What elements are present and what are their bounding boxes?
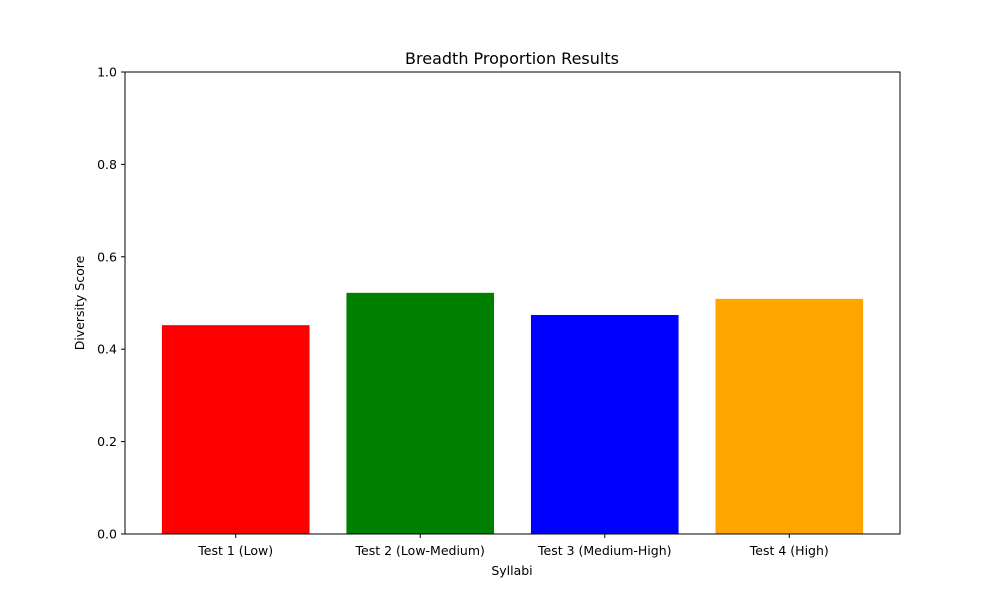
x-axis-label: Syllabi (491, 563, 532, 578)
bar-2 (346, 292, 495, 534)
chart-title: Breadth Proportion Results (405, 49, 619, 68)
bars-layer (161, 292, 864, 534)
y-tick-label: 0.2 (97, 434, 117, 449)
bar-3 (530, 315, 679, 534)
y-axis: 0.0 0.2 0.4 0.6 0.8 1.0 (97, 65, 125, 542)
x-tick-label: Test 1 (Low) (197, 543, 273, 558)
x-axis: Test 1 (Low) Test 2 (Low-Medium) Test 3 (M… (197, 534, 829, 558)
y-tick-label: 0.6 (97, 249, 117, 264)
x-tick-label: Test 2 (Low-Medium) (355, 543, 485, 558)
plot-frame (124, 71, 901, 535)
y-tick-label: 1.0 (97, 65, 117, 80)
bar-1 (161, 325, 310, 534)
bar-4 (715, 298, 864, 534)
x-tick-label: Test 3 (Medium-High) (537, 543, 672, 558)
y-tick-label: 0.8 (97, 157, 117, 172)
y-tick-label: 0.4 (97, 342, 117, 357)
y-axis-label: Diversity Score (72, 255, 87, 350)
y-tick-label: 0.0 (97, 527, 117, 542)
x-tick-label: Test 4 (High) (749, 543, 829, 558)
